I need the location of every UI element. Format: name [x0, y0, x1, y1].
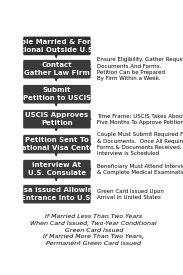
- FancyBboxPatch shape: [23, 37, 91, 55]
- FancyBboxPatch shape: [23, 60, 91, 79]
- Text: Green Card Issued Upon
Arrival In United States: Green Card Issued Upon Arrival In United…: [97, 189, 163, 200]
- FancyBboxPatch shape: [23, 85, 91, 103]
- Text: USCIS Approves
Petition: USCIS Approves Petition: [25, 112, 89, 126]
- Text: Time Frame: USCIS Takes About
Five Months To Approve Petition: Time Frame: USCIS Takes About Five Month…: [97, 114, 183, 125]
- Text: Submit
Petition to USCIS: Submit Petition to USCIS: [23, 87, 91, 101]
- FancyBboxPatch shape: [23, 110, 91, 128]
- Text: Couple Must Submit Required Forms
& Documents.  Once All Required
Forms & Docume: Couple Must Submit Required Forms & Docu…: [97, 132, 183, 156]
- FancyBboxPatch shape: [23, 135, 91, 153]
- FancyBboxPatch shape: [23, 160, 91, 178]
- Text: Couple Married & Foreign
National Outside U.S.A.: Couple Married & Foreign National Outsid…: [6, 39, 108, 53]
- Text: Contact
Gather Law Firm: Contact Gather Law Firm: [24, 62, 90, 76]
- Text: Petition Sent To
National Visa Center: Petition Sent To National Visa Center: [16, 138, 98, 151]
- Text: Visa Issued Allowing
Entrance Into U.S.: Visa Issued Allowing Entrance Into U.S.: [16, 187, 98, 201]
- Text: Ensure Eligibility. Gather Required
Documents And Forms.
Petition Can be Prepare: Ensure Eligibility. Gather Required Docu…: [97, 57, 183, 81]
- Text: Beneficiary Must Attend Interview
& Complete Medical Examination: Beneficiary Must Attend Interview & Comp…: [97, 164, 183, 175]
- Text: Interview At
U.S. Consulate: Interview At U.S. Consulate: [28, 163, 86, 176]
- FancyBboxPatch shape: [23, 185, 91, 204]
- Text: If Married Less Than Two Years
When Card Issued, Two-Year Conditional
Green Card: If Married Less Than Two Years When Card…: [31, 214, 157, 246]
